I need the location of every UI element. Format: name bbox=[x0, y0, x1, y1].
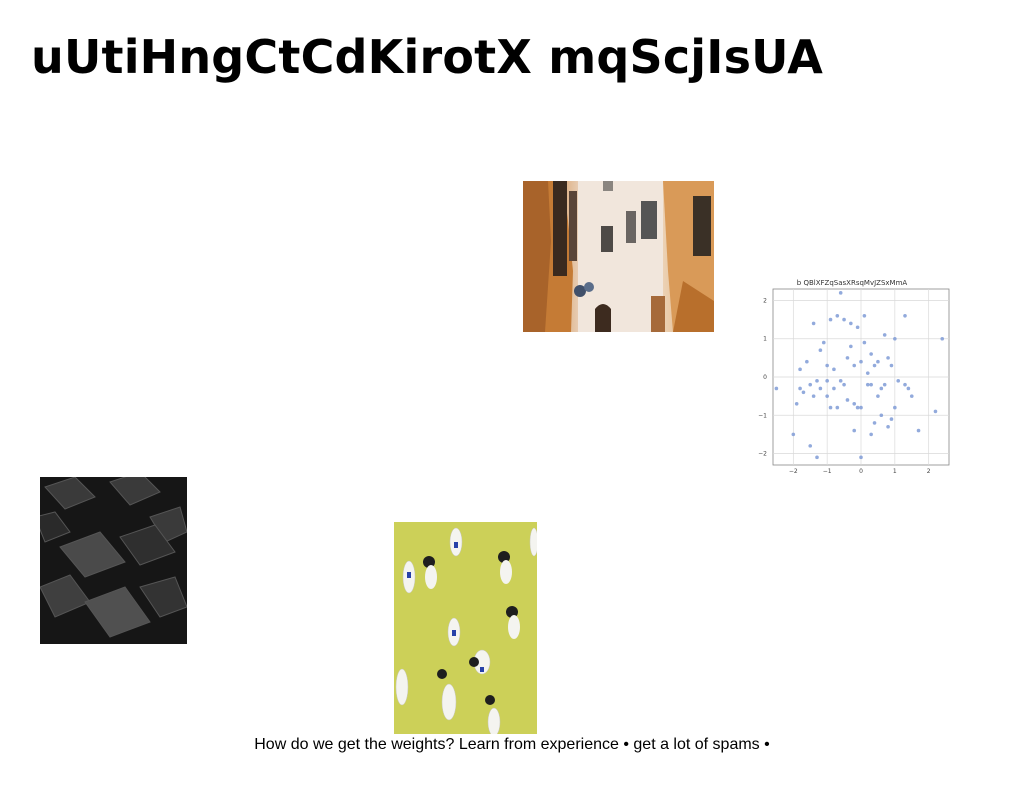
scatter-point bbox=[862, 340, 867, 345]
scatter-point bbox=[872, 363, 877, 368]
scatter-point bbox=[825, 394, 829, 398]
y-tick-label: 0 bbox=[763, 374, 767, 381]
scatter-point bbox=[909, 394, 914, 398]
x-tick-label: −1 bbox=[823, 468, 832, 475]
scatter-point bbox=[933, 409, 938, 414]
scatter-point bbox=[818, 386, 823, 391]
scatter-point bbox=[791, 432, 796, 437]
scatter-point bbox=[828, 405, 833, 410]
scatter-point bbox=[906, 386, 911, 391]
scatter-point bbox=[835, 405, 840, 410]
y-tick-label: −1 bbox=[758, 412, 767, 419]
x-tick-label: 1 bbox=[893, 468, 897, 475]
cubes-image-drawing bbox=[40, 477, 187, 644]
scatter-point bbox=[903, 313, 907, 318]
scatter-point bbox=[808, 444, 813, 448]
scatter-point bbox=[774, 386, 779, 391]
y-tick-label: 2 bbox=[763, 297, 767, 304]
scatter-point bbox=[879, 386, 884, 391]
street-photo-drawing bbox=[523, 181, 714, 332]
scatter-point bbox=[879, 413, 884, 418]
slide-title: uUtiHngCtCdKirotX mqScjIsUA bbox=[31, 30, 824, 84]
scatter-point bbox=[893, 336, 897, 341]
scatter-point bbox=[798, 367, 802, 372]
scatter-point bbox=[818, 348, 823, 353]
scatter-point bbox=[811, 321, 816, 326]
scatter-point bbox=[825, 379, 829, 383]
scatter-points bbox=[774, 291, 945, 460]
scatter-point bbox=[849, 321, 853, 326]
x-tick-label: 2 bbox=[927, 468, 931, 475]
scatter-point bbox=[852, 428, 857, 433]
scatter-point bbox=[842, 382, 846, 387]
scatter-point bbox=[869, 382, 873, 387]
scatter-point bbox=[859, 455, 863, 460]
scatter-point bbox=[825, 363, 829, 368]
scatter-point bbox=[845, 398, 850, 402]
scatter-point bbox=[940, 336, 945, 341]
scatter-point bbox=[852, 401, 857, 406]
scatter-point bbox=[838, 291, 843, 295]
scatter-point bbox=[862, 313, 867, 318]
scatter-point bbox=[872, 421, 877, 425]
scatter-point bbox=[852, 363, 857, 368]
scatter-point bbox=[805, 359, 809, 364]
scatter-point bbox=[889, 417, 894, 421]
scatter-point bbox=[896, 379, 901, 383]
scatter-point bbox=[835, 313, 840, 318]
chart-title: b QBlXFZqSasXRsqMvJZSxMmA bbox=[797, 279, 908, 287]
scatter-point bbox=[882, 382, 887, 387]
scatter-point bbox=[815, 455, 819, 460]
scatter-point bbox=[832, 386, 836, 391]
scatter-point bbox=[876, 394, 880, 398]
scatter-point bbox=[916, 428, 921, 433]
cubes-image bbox=[40, 477, 187, 644]
scatter-point bbox=[869, 352, 873, 356]
scatter-point bbox=[886, 356, 890, 360]
scatter-point bbox=[832, 367, 836, 372]
scatter-point bbox=[882, 333, 887, 337]
street-photo bbox=[523, 181, 714, 332]
scatter-point bbox=[801, 390, 806, 395]
x-tick-label: 0 bbox=[859, 468, 863, 475]
chess-pieces-image bbox=[394, 522, 537, 734]
scatter-point bbox=[811, 394, 816, 398]
y-tick-label: 1 bbox=[763, 336, 767, 343]
scatter-point bbox=[893, 405, 897, 410]
y-tick-label: −2 bbox=[758, 451, 767, 458]
scatter-point bbox=[855, 405, 860, 410]
scatter-chart-svg: b QBlXFZqSasXRsqMvJZSxMmA −2 −1 0 1 2 2 1 0 −1 −2 bbox=[758, 279, 950, 475]
chess-pieces-drawing bbox=[394, 522, 537, 734]
scatter-point bbox=[808, 382, 813, 387]
scatter-point bbox=[876, 359, 880, 364]
scatter-point bbox=[838, 379, 843, 383]
scatter-point bbox=[845, 356, 850, 360]
grid-lines bbox=[773, 289, 949, 465]
scatter-point bbox=[859, 359, 863, 364]
scatter-point bbox=[842, 317, 846, 322]
slide-caption: How do we get the weights? Learn from ex… bbox=[254, 736, 770, 753]
scatter-point bbox=[865, 371, 870, 375]
scatter-point bbox=[821, 340, 826, 345]
scatter-chart: b QBlXFZqSasXRsqMvJZSxMmA −2 −1 0 1 2 2 1 0 −1 −2 bbox=[752, 277, 952, 477]
scatter-point bbox=[903, 382, 907, 387]
tick-labels: −2 −1 0 1 2 2 1 0 −1 −2 bbox=[758, 297, 931, 475]
scatter-point bbox=[889, 363, 894, 368]
x-tick-label: −2 bbox=[789, 468, 798, 475]
scatter-point bbox=[794, 401, 799, 406]
scatter-point bbox=[798, 386, 802, 391]
scatter-point bbox=[869, 432, 873, 437]
scatter-point bbox=[828, 317, 833, 322]
scatter-point bbox=[849, 344, 853, 349]
scatter-point bbox=[855, 325, 860, 330]
scatter-point bbox=[859, 405, 863, 410]
scatter-point bbox=[815, 379, 819, 383]
scatter-point bbox=[865, 382, 870, 387]
scatter-point bbox=[886, 424, 890, 429]
